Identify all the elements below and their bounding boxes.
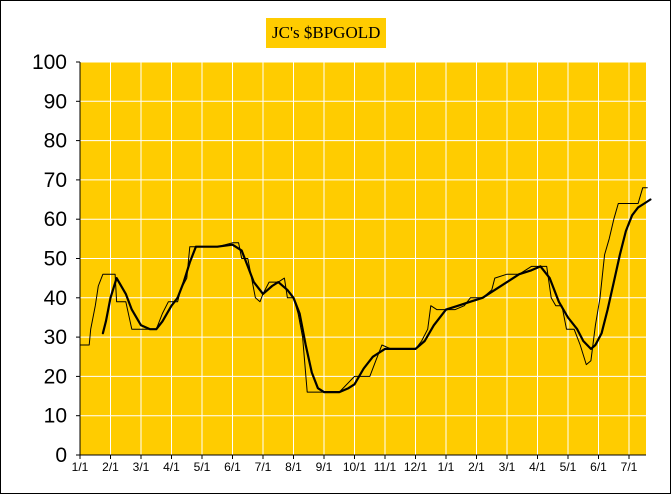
y-tick-label: 90 [44,90,67,113]
x-tick-label: 1/1 [72,460,89,474]
x-tick-label: 1/1 [438,460,455,474]
x-tick-label: 4/1 [163,460,180,474]
x-tick-label: 10/1 [343,460,367,474]
x-tick-label: 3/1 [499,460,516,474]
chart-title: JC's $BPGOLD [266,18,387,48]
x-tick-label: 8/1 [285,460,302,474]
x-tick-label: 7/1 [255,460,272,474]
y-tick-label: 30 [44,326,67,349]
x-tick-label: 3/1 [133,460,150,474]
x-tick-label: 12/1 [404,460,428,474]
y-tick-label: 100 [32,51,67,74]
x-tick-label: 5/1 [194,460,211,474]
x-tick-label: 11/1 [374,460,397,474]
y-tick-label: 20 [44,365,67,388]
x-tick-label: 4/1 [529,460,546,474]
series-lines [79,187,652,394]
x-tick-label: 2/1 [102,460,119,474]
x-tick-label: 9/1 [316,460,333,474]
x-tick-label: 6/1 [590,460,607,474]
x-tick-label: 5/1 [560,460,577,474]
y-tick-label: 40 [44,287,67,310]
x-tick-label: 6/1 [224,460,241,474]
y-tick-label: 80 [44,130,67,153]
x-tick-label: 2/1 [468,460,485,474]
y-tick-label: 60 [44,208,67,231]
y-tick-label: 70 [44,169,67,192]
x-tick-label: 7/1 [621,460,638,474]
y-tick-label: 10 [44,405,67,428]
y-tick-label: 50 [44,248,67,271]
y-axis-ticks: 0 10 20 30 40 50 60 70 80 90 100 [32,51,80,467]
x-axis-ticks: 1/1 2/1 3/1 4/1 5/1 6/1 7/1 8/1 9/1 10/1 11/1 12/1 1… [72,455,638,474]
y-tick-label: 0 [55,444,67,467]
smoothed-series-line [101,198,652,394]
